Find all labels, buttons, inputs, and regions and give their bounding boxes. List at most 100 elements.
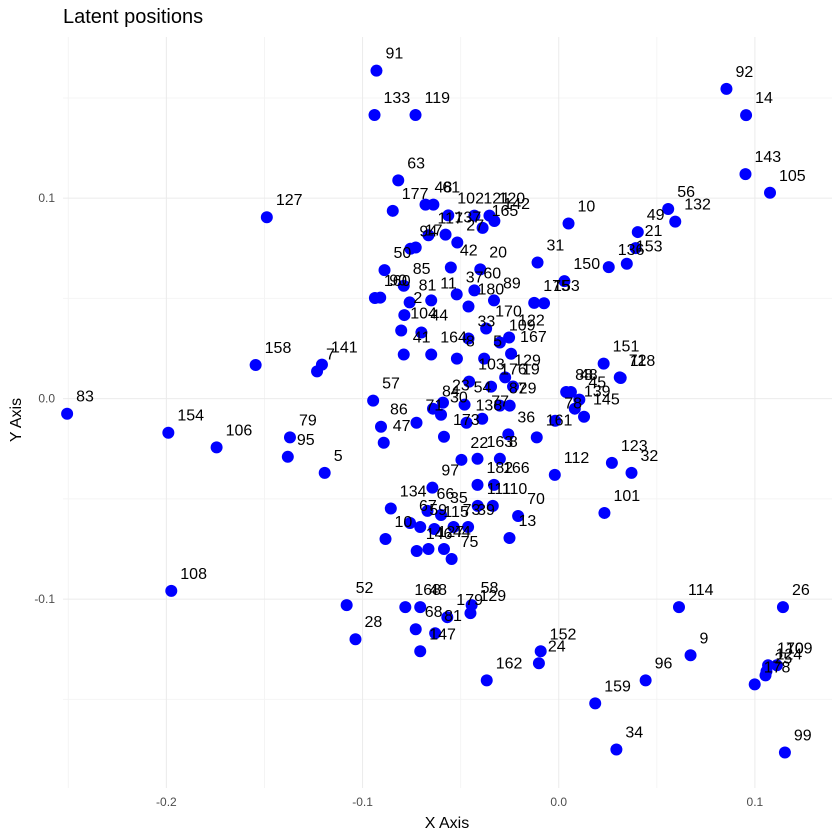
point-label: 13 — [518, 513, 536, 530]
point-label: 119 — [425, 90, 451, 107]
data-point — [480, 674, 493, 687]
point-label: 180 — [477, 281, 504, 298]
point-label: 141 — [331, 340, 358, 357]
data-point — [422, 543, 435, 556]
point-label: 14 — [755, 90, 773, 107]
point-label: 5 — [334, 448, 343, 465]
data-point — [379, 533, 392, 546]
data-point — [442, 209, 455, 222]
point-label: 77 — [491, 394, 509, 411]
point-label: 10 — [395, 514, 413, 531]
point-label: 48 — [435, 180, 453, 197]
point-label: 105 — [779, 168, 806, 185]
data-point — [610, 743, 623, 756]
data-point — [367, 394, 380, 407]
data-point — [562, 217, 575, 230]
data-point — [162, 426, 175, 439]
point-label: 27 — [466, 217, 484, 234]
x-axis-title: X Axis — [425, 815, 469, 832]
data-point — [512, 509, 525, 522]
data-point — [589, 697, 602, 710]
point-label: 170 — [495, 303, 522, 320]
data-point — [455, 453, 468, 466]
data-point — [471, 452, 484, 465]
point-label: 92 — [735, 64, 753, 81]
point-label: 17 — [425, 223, 443, 240]
point-label: 122 — [518, 313, 545, 330]
data-point — [486, 499, 499, 512]
data-point — [720, 82, 733, 95]
point-label: 59 — [429, 502, 447, 519]
point-label: 133 — [384, 90, 411, 107]
data-point — [425, 348, 438, 361]
data-point — [281, 450, 294, 463]
data-point — [493, 336, 506, 349]
data-point — [399, 601, 412, 614]
data-point — [422, 229, 435, 242]
data-point — [447, 520, 460, 533]
point-label: 25 — [774, 650, 792, 667]
data-point — [398, 309, 411, 322]
point-label: 129 — [479, 588, 506, 605]
data-point — [404, 516, 417, 529]
point-label: 145 — [593, 392, 620, 409]
point-label: 86 — [390, 402, 408, 419]
data-point — [436, 396, 449, 409]
point-label: 9 — [700, 630, 709, 647]
point-label: 94 — [419, 224, 437, 241]
data-point — [444, 261, 457, 274]
point-label: 54 — [474, 380, 492, 397]
point-label: 47 — [393, 418, 411, 435]
data-point — [602, 261, 615, 274]
point-label: 127 — [276, 192, 303, 209]
point-label: 97 — [441, 463, 459, 480]
y-tick-labels: -0.1 0.0 0.1 — [34, 191, 55, 606]
point-label: 37 — [466, 269, 484, 286]
point-label: 137 — [455, 210, 482, 227]
point-label: 166 — [503, 460, 530, 477]
data-point — [505, 347, 518, 360]
data-point — [770, 659, 783, 672]
point-label: 129 — [514, 352, 541, 369]
data-point — [414, 645, 427, 658]
point-label: 153 — [553, 278, 580, 295]
point-label: 165 — [492, 203, 519, 220]
point-label: 61 — [442, 180, 460, 197]
data-point — [427, 198, 440, 211]
point-label: 44 — [453, 524, 471, 541]
point-label: 58 — [481, 580, 499, 597]
data-point — [493, 399, 506, 412]
point-label: 123 — [621, 438, 648, 455]
grid — [63, 37, 832, 788]
data-point — [474, 263, 487, 276]
data-point — [421, 504, 434, 517]
point-label: 60 — [483, 265, 501, 282]
data-point — [429, 627, 442, 640]
data-point — [528, 296, 541, 309]
data-point — [471, 499, 484, 512]
point-label: 81 — [419, 277, 437, 294]
point-label: 26 — [792, 582, 810, 599]
point-label: 45 — [588, 375, 606, 392]
data-point — [61, 407, 74, 420]
data-point — [410, 545, 423, 558]
point-label: 63 — [407, 155, 425, 172]
data-point — [460, 416, 473, 429]
point-label: 48 — [429, 582, 447, 599]
y-tick-label: -0.1 — [34, 592, 55, 606]
data-point — [778, 746, 791, 759]
data-point — [684, 649, 697, 662]
data-point — [386, 204, 399, 217]
data-point — [249, 358, 262, 371]
data-point — [631, 226, 644, 239]
point-label: 106 — [226, 422, 253, 439]
point-label: 75 — [461, 534, 479, 551]
y-tick-label: 0.0 — [38, 392, 55, 406]
point-label: 103 — [478, 357, 505, 374]
point-label: 138 — [476, 398, 503, 415]
data-point — [740, 109, 753, 122]
point-label: 84 — [442, 384, 460, 401]
data-point — [437, 430, 450, 443]
data-point — [397, 348, 410, 361]
data-point — [403, 296, 416, 309]
